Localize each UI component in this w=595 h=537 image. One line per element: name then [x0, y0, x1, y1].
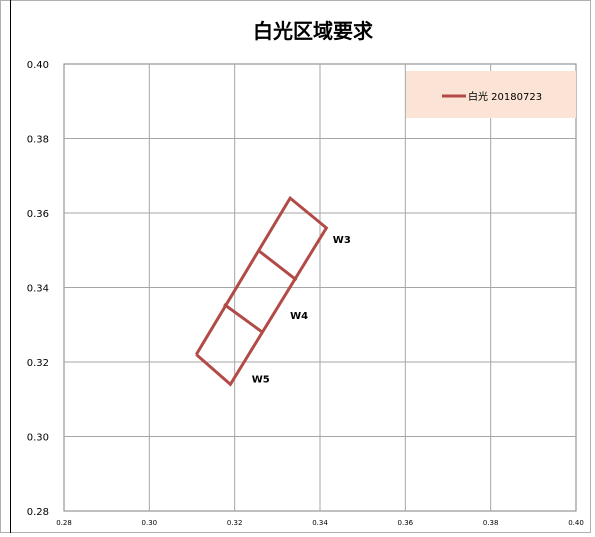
legend-label: 白光 20180723 [468, 90, 542, 103]
y-tick-label: 0.30 [27, 433, 49, 444]
grid-layer [64, 64, 576, 511]
region-divider [257, 249, 298, 282]
legend-box [406, 71, 576, 118]
x-tick-label: 0.38 [483, 519, 499, 527]
y-tick-label: 0.40 [27, 60, 49, 71]
x-tick-label: 0.28 [56, 519, 72, 527]
region-label: W5 [252, 374, 270, 385]
y-tick-label: 0.36 [27, 209, 49, 220]
chart-title: 白光区域要求 [253, 19, 374, 43]
y-tick-label: 0.32 [27, 358, 49, 369]
region-label: W3 [333, 235, 351, 246]
x-tick-label: 0.40 [568, 519, 584, 527]
x-tick-label: 0.34 [312, 519, 328, 527]
y-tick-label: 0.28 [27, 507, 49, 518]
y-tick-label: 0.38 [27, 135, 49, 146]
series-layer [194, 195, 329, 387]
region-divider [223, 303, 264, 334]
y-tick-label: 0.34 [27, 284, 49, 295]
ticks-layer: 0.28 0.30 0.32 0.34 0.36 0.38 0.40 0.28 0.30 0.32… [27, 60, 584, 527]
x-tick-label: 0.32 [227, 519, 243, 527]
legend: 白光 20180723 [406, 71, 576, 118]
region-label: W4 [290, 311, 308, 322]
x-tick-label: 0.30 [142, 519, 158, 527]
x-tick-label: 0.36 [398, 519, 414, 527]
annotation-layer: W3 W4 W5 [252, 235, 351, 386]
